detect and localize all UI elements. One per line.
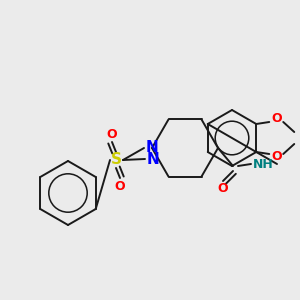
- Text: O: O: [107, 128, 117, 140]
- Text: NH: NH: [253, 158, 273, 170]
- Text: N: N: [146, 140, 158, 155]
- Text: O: O: [271, 151, 282, 164]
- Text: O: O: [271, 112, 282, 125]
- Text: O: O: [218, 182, 228, 194]
- Text: S: S: [110, 152, 122, 167]
- Text: O: O: [115, 179, 125, 193]
- Text: N: N: [147, 152, 159, 166]
